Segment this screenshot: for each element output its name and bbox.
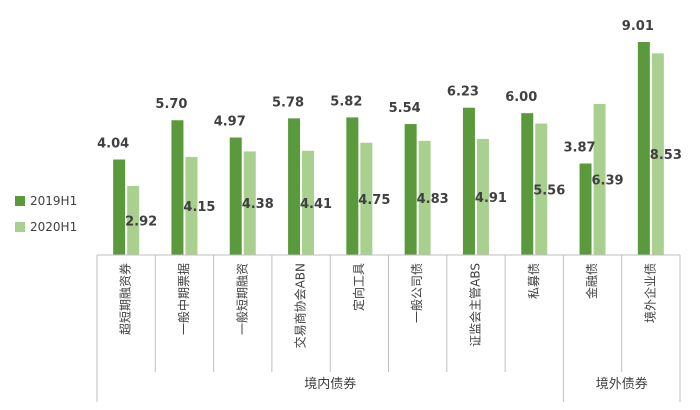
bar-2020h1 (535, 123, 548, 255)
bar-2019h1 (288, 118, 301, 255)
data-label-2019h1: 4.97 (214, 115, 246, 130)
bar-2020h1 (360, 142, 373, 255)
category-label: 一般中期票据 (176, 263, 191, 335)
bar-2019h1 (346, 117, 359, 255)
category-label: 一般公司债 (409, 263, 424, 323)
bar-2019h1 (579, 163, 592, 255)
data-label-2019h1: 9.01 (622, 19, 654, 34)
bar-2019h1 (521, 113, 534, 256)
legend-label: 2020H1 (30, 220, 77, 234)
category-label: 金融债 (584, 263, 599, 299)
data-label-2020h1: 4.91 (475, 191, 507, 206)
data-label-2019h1: 5.70 (155, 97, 187, 112)
category-label: 境外企业债 (642, 263, 657, 323)
bar-2019h1 (171, 120, 184, 255)
data-label-2020h1: 6.39 (592, 173, 624, 188)
data-label-2020h1: 4.38 (242, 197, 274, 212)
data-label-2019h1: 3.87 (564, 141, 596, 156)
legend: 2019H1 2020H1 (15, 194, 77, 234)
bars (113, 42, 664, 256)
bar-2019h1 (113, 159, 126, 255)
bar-2019h1 (404, 124, 417, 255)
category-axis: 超短期融资券 一般中期票据 一般短期融资 交易商协会ABN 定向工具 一般公司债 证监会主管… (96, 254, 681, 402)
category-label: 证监会主管ABS (467, 263, 482, 347)
data-label-2020h1: 8.53 (650, 148, 682, 163)
bar-2020h1 (302, 150, 315, 255)
data-label-2020h1: 4.83 (417, 192, 449, 207)
legend-swatch (15, 196, 25, 206)
data-label-2020h1: 2.92 (125, 214, 157, 229)
legend-swatch (15, 222, 25, 232)
bar-2019h1 (462, 107, 475, 256)
data-label-2020h1: 4.15 (183, 200, 215, 215)
data-label-2019h1: 5.54 (389, 101, 421, 116)
data-label-2019h1: 4.04 (97, 136, 129, 151)
data-label-2020h1: 5.56 (533, 183, 565, 198)
bar-2020h1 (127, 185, 140, 255)
data-labels: 4.04 2.92 5.70 4.15 4.97 4.38 5.78 4.41 5.82 4.75… (97, 19, 682, 229)
legend-label: 2019H1 (30, 194, 77, 208)
data-label-2019h1: 5.82 (330, 94, 362, 109)
data-label-2019h1: 6.00 (505, 90, 537, 105)
bar-2020h1 (185, 156, 198, 255)
data-label-2020h1: 4.75 (358, 193, 390, 208)
category-label: 交易商协会ABN (293, 263, 308, 348)
data-label-2019h1: 5.78 (272, 95, 304, 110)
data-label-2019h1: 6.23 (447, 85, 479, 100)
bar-2020h1 (476, 138, 489, 255)
category-label: 定向工具 (351, 263, 366, 311)
category-label: 一般短期融资 (234, 263, 249, 335)
category-label: 超短期融资券 (118, 263, 133, 335)
bar-2020h1 (418, 140, 431, 255)
bar-2019h1 (229, 137, 242, 255)
bar-2020h1 (243, 151, 256, 255)
category-label: 私募债 (527, 263, 541, 299)
bar-2020h1 (593, 103, 606, 256)
group-label: 境内债券 (304, 376, 356, 392)
bar-2019h1 (637, 42, 650, 255)
group-label: 境外债券 (596, 376, 648, 392)
data-label-2020h1: 4.41 (300, 197, 332, 212)
bar-2020h1 (651, 53, 664, 255)
